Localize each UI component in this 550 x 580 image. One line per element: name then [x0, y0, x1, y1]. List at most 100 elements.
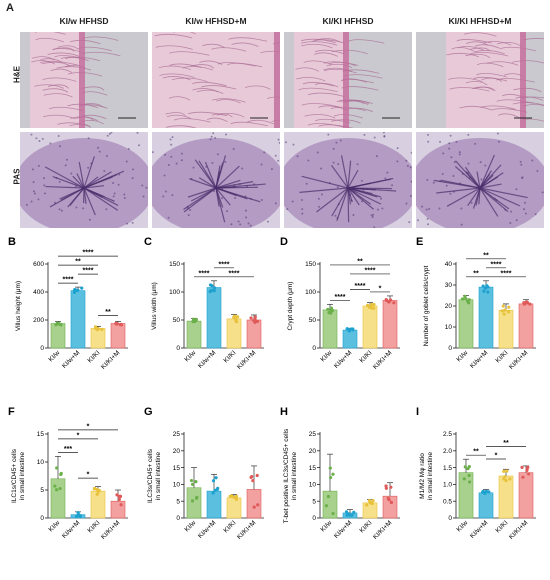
bar-e-0	[458, 299, 474, 349]
data-point	[467, 473, 471, 478]
data-point	[255, 319, 259, 323]
panel-letter-c: C	[144, 236, 152, 248]
he-micrograph-2	[284, 32, 412, 128]
significance-label: ****	[199, 270, 210, 277]
he-micrograph-0	[20, 32, 148, 128]
bar-e-1	[478, 286, 494, 349]
data-point	[500, 309, 504, 313]
y-tick-label: 2.0	[443, 448, 452, 455]
data-point	[503, 308, 507, 312]
bar-i-3	[518, 472, 534, 519]
data-point	[521, 475, 525, 479]
x-tick-label: KI/w+M	[197, 349, 217, 369]
significance-label: **	[483, 252, 489, 259]
bar-i-2	[498, 475, 514, 519]
x-tick-label: KI/w+M	[469, 519, 489, 539]
significance-label: ****	[365, 267, 376, 274]
chart-d: D Crypt depth (μm) 0 50 100 150 KI/w KI/w+M KI/K…	[276, 234, 412, 409]
x-tick-label: KI/w	[320, 349, 334, 363]
data-point	[252, 505, 256, 509]
chart-e: E Number of goblet cells/crypt 0 10 20 30 40 KI…	[412, 234, 548, 409]
data-point	[119, 503, 123, 507]
data-point	[507, 305, 511, 309]
x-tick-label: KI/KI	[358, 349, 373, 364]
data-point	[215, 487, 219, 492]
data-point	[345, 327, 349, 331]
significance-label: **	[357, 258, 363, 265]
data-point	[387, 300, 391, 304]
bar-b-3	[110, 323, 126, 349]
x-tick-label: KI/KI	[494, 519, 509, 534]
data-point	[256, 503, 260, 507]
data-point	[55, 466, 59, 470]
data-point	[463, 465, 467, 469]
data-point	[78, 514, 82, 518]
y-axis-label: Villus width (μm)	[151, 282, 158, 330]
significance-label: **	[75, 259, 81, 266]
data-point	[190, 499, 195, 503]
data-point	[525, 467, 529, 471]
significance-label: ***	[64, 446, 72, 453]
bar-g-0	[186, 487, 202, 519]
data-point	[486, 290, 490, 294]
y-axis-label: ILC1s/CD45+ cells	[11, 448, 18, 503]
bar-d-1	[342, 329, 358, 349]
x-tick-label: KI/w+M	[197, 519, 217, 539]
data-point	[483, 286, 487, 290]
data-point	[501, 304, 505, 308]
data-point	[195, 495, 199, 499]
y-tick-label: 200	[33, 317, 44, 324]
pas-micrograph-1	[152, 132, 280, 228]
y-tick-label: 2.5	[443, 431, 452, 438]
data-point	[76, 288, 80, 292]
data-point	[480, 490, 485, 494]
panel-letter-b: B	[8, 236, 16, 248]
data-point	[481, 284, 485, 288]
y-tick-label: 0	[312, 345, 316, 352]
data-point	[94, 326, 98, 331]
panel-letter-g: G	[144, 406, 153, 418]
bar-c-3	[246, 319, 262, 349]
data-point	[191, 320, 195, 324]
data-point	[233, 314, 237, 318]
data-point	[371, 499, 375, 503]
pas-micrograph-0	[20, 132, 148, 228]
data-point	[365, 503, 369, 507]
bar-i-1	[478, 492, 494, 519]
y-tick-label: 600	[33, 261, 44, 268]
x-tick-label: KI/w	[320, 519, 334, 533]
x-tick-label: KI/KI+M	[508, 349, 529, 370]
data-point	[190, 482, 195, 486]
y-tick-label: 100	[305, 289, 316, 296]
data-point	[119, 322, 123, 326]
chart-c: C Villus width (μm) 0 50 100 150 KI/w KI/w+M KI/…	[140, 234, 276, 409]
x-tick-label: KI/KI	[358, 519, 373, 534]
data-point	[384, 486, 388, 490]
y-tick-label: 25	[309, 431, 317, 438]
column-title-2: KI/KI HFHSD	[322, 16, 374, 26]
data-point	[504, 478, 508, 483]
y-tick-label: 50	[309, 317, 317, 324]
x-tick-label: KI/w	[48, 519, 62, 533]
data-point	[250, 474, 254, 479]
y-axis-label: ILC3s/CD45+ cells	[147, 448, 154, 503]
data-point	[326, 494, 331, 499]
data-point	[249, 316, 253, 320]
data-point	[369, 306, 373, 310]
data-point	[234, 497, 238, 501]
data-point	[329, 475, 333, 480]
data-point	[211, 479, 216, 483]
significance-label: **	[473, 270, 479, 277]
significance-label: ****	[229, 270, 240, 277]
panel-letter-f: F	[8, 406, 15, 418]
panel-letter-i: I	[416, 406, 419, 418]
y-axis-label: in small intestine	[155, 452, 162, 500]
y-tick-label: 20	[173, 448, 181, 455]
y-tick-label: 0	[448, 515, 452, 522]
pas-micrograph-3	[416, 132, 544, 228]
data-point	[255, 473, 259, 478]
significance-label: *	[77, 432, 80, 439]
data-point	[528, 302, 532, 306]
bar-g-2	[226, 497, 242, 519]
y-tick-label: 20	[445, 303, 453, 310]
